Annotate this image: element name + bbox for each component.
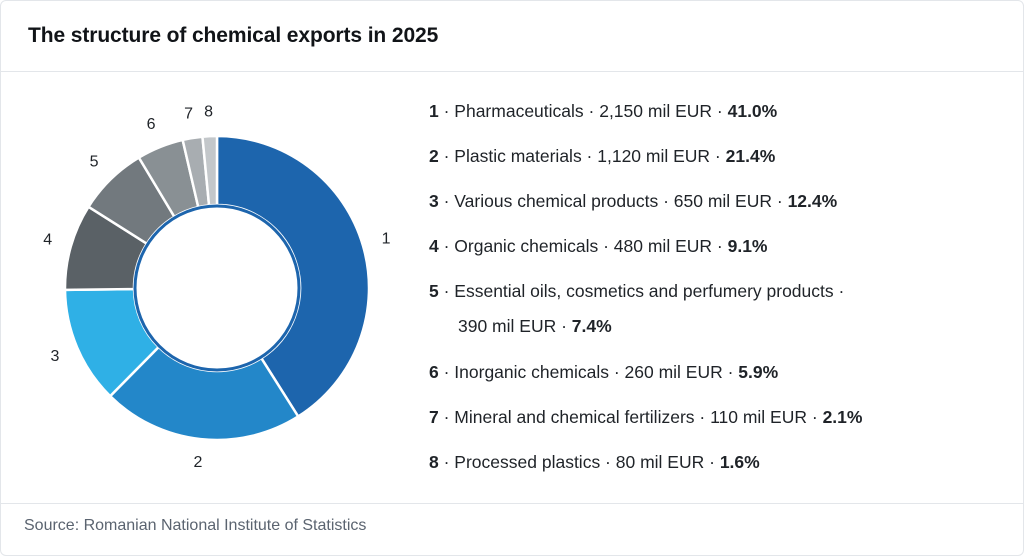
legend-number: 4 [429, 236, 439, 256]
legend-text: · Plastic materials · 1,120 mil EUR · [443, 146, 721, 166]
legend-percent: 7.4% [571, 316, 612, 336]
legend-percent: 2.1% [822, 407, 863, 427]
legend-item: 7 · Mineral and chemical fertilizers · 1… [429, 405, 862, 429]
legend-percent: 9.1% [727, 236, 768, 256]
legend-text: · Organic chemicals · 480 mil EUR · [443, 236, 723, 256]
card-footer: Source: Romanian National Institute of S… [1, 503, 1023, 556]
legend-number: 8 [429, 452, 439, 472]
legend-percent: 21.4% [725, 146, 776, 166]
legend-item: 8 · Processed plastics · 80 mil EUR · 1.… [429, 450, 760, 474]
card-header: The structure of chemical exports in 202… [1, 1, 1023, 72]
source-note: Source: Romanian National Institute of S… [24, 517, 367, 534]
legend-percent: 41.0% [727, 101, 778, 121]
legend-item: 2 · Plastic materials · 1,120 mil EUR · … [429, 144, 775, 168]
slice-label-8: 8 [204, 103, 213, 120]
legend-item: 4 · Organic chemicals · 480 mil EUR · 9.… [429, 234, 767, 258]
legend-number: 3 [429, 191, 439, 211]
legend-percent: 5.9% [738, 362, 779, 382]
slice-label-5: 5 [90, 153, 99, 170]
legend-percent: 12.4% [787, 191, 838, 211]
chart-title: The structure of chemical exports in 202… [28, 24, 439, 47]
legend-text: · Essential oils, cosmetics and perfumer… [443, 281, 845, 301]
slice-label-2: 2 [194, 454, 203, 471]
legend-text: · Mineral and chemical fertilizers · 110… [443, 407, 818, 427]
legend-number: 2 [429, 146, 439, 166]
legend-percent: 1.6% [719, 452, 760, 472]
legend-number: 7 [429, 407, 439, 427]
legend-number: 1 [429, 101, 439, 121]
legend-number: 6 [429, 362, 439, 382]
legend-text: · Pharmaceuticals · 2,150 mil EUR · [443, 101, 723, 121]
legend-item: 3 · Various chemical products · 650 mil … [429, 189, 837, 213]
legend-text: · Processed plastics · 80 mil EUR · [443, 452, 715, 472]
legend-number: 5 [429, 281, 439, 301]
legend-text: · Inorganic chemicals · 260 mil EUR · [443, 362, 734, 382]
legend-text-continued: 390 mil EUR · 7.4% [458, 314, 612, 338]
slice-label-3: 3 [51, 348, 60, 365]
donut-hole [133, 204, 301, 372]
legend-item: 6 · Inorganic chemicals · 260 mil EUR · … [429, 360, 778, 384]
slice-label-7: 7 [184, 106, 193, 123]
legend-item: 5 · Essential oils, cosmetics and perfum… [429, 279, 845, 336]
slice-label-1: 1 [382, 230, 391, 247]
legend-item: 1 · Pharmaceuticals · 2,150 mil EUR · 41… [429, 99, 777, 123]
legend-text: · Various chemical products · 650 mil EU… [443, 191, 783, 211]
slice-label-4: 4 [43, 231, 52, 248]
donut-svg: 1 2 3 4 5 6 7 8 [43, 103, 391, 471]
legend-value: 390 mil EUR · [458, 316, 567, 336]
slice-label-6: 6 [147, 116, 156, 133]
